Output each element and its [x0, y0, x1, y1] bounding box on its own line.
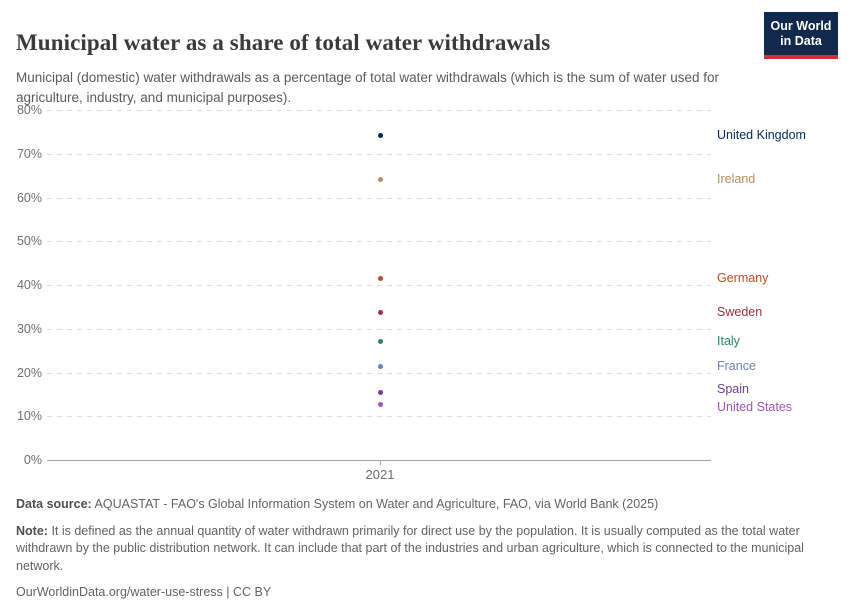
- data-point-sweden[interactable]: [377, 310, 383, 316]
- gridline: [47, 197, 711, 199]
- series-label-united-kingdom[interactable]: United Kingdom: [717, 128, 806, 143]
- y-axis-tick-label: 10%: [16, 409, 42, 424]
- data-point-united-kingdom[interactable]: [377, 133, 383, 139]
- gridline: [47, 285, 711, 286]
- y-axis-tick-label: 70%: [16, 146, 42, 161]
- series-label-united-states[interactable]: United States: [717, 399, 793, 414]
- data-point-united-states[interactable]: [377, 401, 383, 407]
- gridline: [47, 372, 711, 374]
- data-source-text: AQUASTAT - FAO's Global Information Syst…: [94, 497, 659, 511]
- chart-footer: Data source: AQUASTAT - FAO's Global Inf…: [16, 496, 834, 600]
- y-axis-tick-label: 60%: [16, 190, 42, 205]
- owid-logo[interactable]: Our World in Data: [764, 12, 838, 59]
- series-label-sweden[interactable]: Sweden: [717, 305, 763, 320]
- chart-subtitle: Municipal (domestic) water withdrawals a…: [16, 69, 720, 105]
- citation-url[interactable]: OurWorldinData.org/water-use-stress | CC…: [16, 585, 272, 599]
- y-axis-tick-label: 0%: [23, 453, 42, 467]
- owid-logo-red-bar: [764, 55, 838, 59]
- y-axis-tick-label: 50%: [16, 234, 42, 249]
- gridline: [47, 153, 711, 155]
- y-axis-tick-label: 20%: [16, 365, 42, 380]
- series-label-spain[interactable]: Spain: [717, 382, 749, 397]
- gridline: [47, 110, 711, 111]
- gridline: [47, 241, 711, 243]
- y-axis-tick-label: 30%: [16, 321, 42, 336]
- data-point-france[interactable]: [377, 364, 383, 370]
- data-point-italy[interactable]: [377, 339, 383, 345]
- page-title: Municipal water as a share of total wate…: [16, 30, 551, 56]
- y-axis-tick-label: 80%: [16, 103, 42, 117]
- data-source-label: Data source:: [16, 497, 92, 511]
- gridline: [47, 416, 711, 418]
- owid-logo-line2: in Data: [780, 34, 822, 48]
- note-line: Note: It is defined as the annual quanti…: [16, 523, 834, 576]
- data-point-ireland[interactable]: [377, 177, 383, 183]
- note-text: It is defined as the annual quantity of …: [16, 523, 804, 573]
- x-axis-tick-mark: [380, 460, 381, 465]
- data-source-line: Data source: AQUASTAT - FAO's Global Inf…: [16, 496, 834, 514]
- series-label-france[interactable]: France: [717, 359, 756, 374]
- series-label-germany[interactable]: Germany: [717, 271, 769, 286]
- note-label: Note:: [16, 523, 48, 538]
- x-axis-tick-label: 2021: [365, 467, 395, 482]
- owid-logo-text: Our World in Data: [764, 12, 838, 55]
- series-label-ireland[interactable]: Ireland: [717, 172, 756, 187]
- x-axis-line: [47, 460, 711, 461]
- data-point-spain[interactable]: [377, 390, 383, 396]
- data-point-germany[interactable]: [377, 276, 383, 282]
- owid-logo-line1: Our World: [770, 19, 832, 33]
- series-label-italy[interactable]: Italy: [717, 334, 740, 349]
- y-axis-tick-label: 40%: [16, 278, 42, 292]
- gridline: [47, 328, 711, 330]
